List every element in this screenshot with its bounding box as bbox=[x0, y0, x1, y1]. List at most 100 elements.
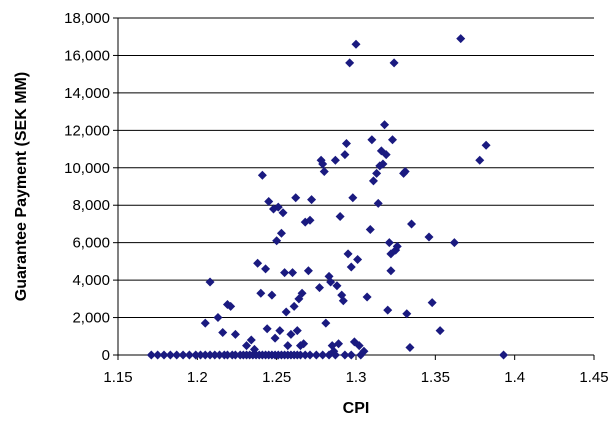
data-point bbox=[340, 150, 350, 160]
data-point bbox=[292, 326, 302, 336]
data-point bbox=[200, 318, 210, 328]
data-point bbox=[372, 168, 382, 178]
data-point bbox=[303, 266, 313, 276]
data-point bbox=[262, 324, 272, 334]
data-point bbox=[405, 343, 415, 353]
data-point bbox=[295, 350, 305, 360]
x-tick-labels: 1.15 1.2 1.25 1.3 1.35 1.4 1.45 bbox=[103, 369, 608, 386]
data-point bbox=[261, 264, 271, 274]
data-point bbox=[165, 350, 175, 360]
data-point bbox=[278, 208, 288, 218]
data-point bbox=[362, 292, 372, 302]
data-point bbox=[351, 39, 361, 49]
x-tick-label: 1.45 bbox=[579, 369, 608, 386]
data-point bbox=[311, 350, 321, 360]
data-point bbox=[275, 326, 285, 336]
data-point bbox=[346, 350, 356, 360]
data-point bbox=[286, 329, 296, 339]
data-point bbox=[205, 350, 215, 360]
data-point bbox=[402, 309, 412, 319]
data-point bbox=[249, 344, 259, 354]
data-point bbox=[427, 298, 437, 308]
data-point bbox=[153, 350, 163, 360]
y-tick-label: 14,000 bbox=[64, 85, 110, 102]
x-tick-label: 1.3 bbox=[346, 369, 367, 386]
data-point bbox=[289, 301, 299, 311]
y-tick-label: 16,000 bbox=[64, 47, 110, 64]
data-point bbox=[291, 193, 301, 203]
data-point bbox=[345, 58, 355, 68]
data-point bbox=[264, 196, 274, 206]
data-point bbox=[383, 305, 393, 315]
data-point bbox=[348, 193, 358, 203]
data-point bbox=[172, 350, 182, 360]
data-point bbox=[276, 228, 286, 238]
data-point bbox=[346, 262, 356, 272]
y-tick-labels: 0 2,000 4,000 6,000 8,000 10,000 12,000 14,000 1… bbox=[64, 10, 110, 364]
axes bbox=[113, 17, 595, 360]
data-point bbox=[387, 135, 397, 145]
data-point bbox=[191, 350, 201, 360]
data-point bbox=[305, 350, 315, 360]
y-tick-label: 12,000 bbox=[64, 122, 110, 139]
data-point bbox=[343, 249, 353, 259]
data-point bbox=[288, 268, 298, 278]
data-point bbox=[184, 350, 194, 360]
y-tick-label: 8,000 bbox=[72, 197, 110, 214]
data-point bbox=[280, 268, 290, 278]
data-point bbox=[307, 195, 317, 205]
x-tick-label: 1.4 bbox=[504, 369, 525, 386]
data-point bbox=[222, 350, 232, 360]
data-point bbox=[449, 238, 459, 248]
data-point bbox=[305, 215, 315, 225]
data-point bbox=[365, 225, 375, 235]
data-point bbox=[257, 170, 267, 180]
data-point bbox=[270, 333, 280, 343]
data-point bbox=[230, 350, 240, 360]
y-tick-label: 0 bbox=[102, 347, 110, 364]
x-tick-label: 1.2 bbox=[187, 369, 208, 386]
data-point bbox=[392, 241, 402, 251]
y-tick-label: 2,000 bbox=[72, 310, 110, 327]
data-point bbox=[226, 301, 236, 311]
data-point bbox=[334, 339, 344, 349]
data-point bbox=[319, 167, 329, 177]
data-point bbox=[297, 288, 307, 298]
data-point bbox=[407, 219, 417, 229]
data-point bbox=[424, 232, 434, 242]
data-point bbox=[329, 346, 339, 356]
x-tick-label: 1.25 bbox=[262, 369, 291, 386]
y-tick-label: 4,000 bbox=[72, 272, 110, 289]
data-point bbox=[267, 290, 277, 300]
data-point bbox=[400, 167, 410, 177]
data-point bbox=[230, 329, 240, 339]
x-tick-label: 1.15 bbox=[103, 369, 132, 386]
data-points bbox=[146, 34, 509, 360]
data-point bbox=[146, 350, 156, 360]
data-point bbox=[256, 288, 266, 298]
grid-lines bbox=[118, 17, 594, 319]
data-point bbox=[205, 277, 215, 287]
data-point bbox=[196, 350, 206, 360]
data-point bbox=[381, 150, 391, 160]
data-point bbox=[299, 339, 309, 349]
data-point bbox=[178, 350, 188, 360]
data-point bbox=[354, 341, 364, 351]
data-point bbox=[330, 155, 340, 165]
data-point bbox=[215, 350, 225, 360]
y-tick-label: 18,000 bbox=[64, 10, 110, 27]
data-point bbox=[321, 318, 331, 328]
data-point bbox=[318, 159, 328, 169]
data-point bbox=[378, 159, 388, 169]
data-point bbox=[273, 202, 283, 212]
data-point bbox=[435, 326, 445, 336]
data-point bbox=[380, 120, 390, 130]
x-axis-title: CPI bbox=[343, 400, 370, 417]
data-point bbox=[389, 58, 399, 68]
data-point bbox=[246, 335, 256, 345]
data-point bbox=[213, 313, 223, 323]
data-point bbox=[481, 140, 491, 150]
data-point bbox=[242, 341, 252, 351]
data-point bbox=[332, 281, 342, 291]
